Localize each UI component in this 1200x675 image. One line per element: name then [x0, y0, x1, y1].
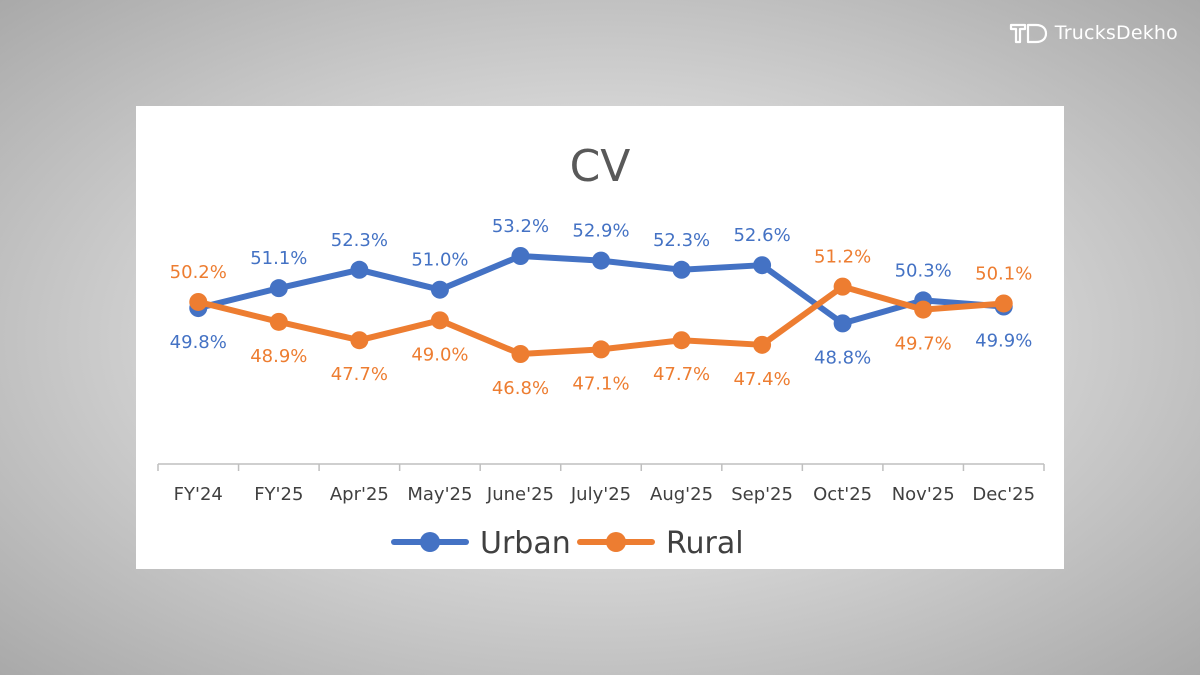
- data-label-urban: 52.9%: [572, 221, 629, 242]
- data-label-rural: 51.2%: [814, 247, 871, 268]
- data-point-urban: [430, 280, 449, 299]
- data-label-rural: 50.1%: [975, 263, 1032, 284]
- data-label-rural: 48.9%: [250, 346, 307, 367]
- data-point-rural: [672, 331, 691, 350]
- data-point-urban: [833, 314, 852, 333]
- x-tick-label: Nov'25: [892, 484, 955, 505]
- legend: Urban Rural: [391, 526, 744, 561]
- data-label-rural: 50.2%: [170, 262, 227, 283]
- data-label-urban: 48.8%: [814, 347, 871, 368]
- x-axis-ticks: [157, 464, 1045, 471]
- data-point-rural: [430, 311, 449, 330]
- x-tick-label: Apr'25: [330, 484, 389, 505]
- data-point-urban: [592, 251, 610, 270]
- legend-label: Urban: [480, 526, 571, 561]
- data-point-rural: [994, 294, 1013, 313]
- data-labels-rural: 50.2% 48.9% 47.7% 49.0% 46.8% 47.1% 47.7% 47.4%…: [170, 247, 1033, 399]
- legend-swatch-marker: [606, 532, 626, 552]
- data-label-urban: 51.0%: [411, 250, 468, 271]
- series-urban: [189, 247, 1013, 333]
- x-tick-label: May'25: [407, 484, 472, 505]
- x-tick-label: FY'25: [254, 484, 303, 505]
- x-tick-label: Dec'25: [972, 484, 1035, 505]
- data-labels-urban: 49.8% 51.1% 52.3% 51.0% 53.2% 52.9% 52.3% 52.6%…: [170, 216, 1033, 368]
- data-label-urban: 52.3%: [653, 230, 710, 251]
- data-point-urban: [672, 260, 691, 279]
- x-tick-label: June'25: [486, 484, 554, 505]
- data-label-urban: 52.6%: [733, 225, 790, 246]
- x-axis-labels: FY'24 FY'25 Apr'25 May'25 June'25 July'25 Aug'…: [174, 484, 1035, 505]
- brand-logo: TrucksDekho: [1009, 22, 1178, 44]
- data-label-urban: 53.2%: [492, 216, 549, 237]
- line-chart: CV FY'24 FY'25 Apr'25 May'25 June'25 July'25 A…: [157, 141, 1045, 561]
- brand-name: TrucksDekho: [1054, 22, 1178, 44]
- chart-title: CV: [570, 141, 631, 192]
- data-point-rural: [511, 345, 530, 363]
- data-label-urban: 51.1%: [250, 248, 307, 269]
- data-point-urban: [511, 247, 530, 265]
- data-label-rural: 46.8%: [492, 378, 549, 399]
- chart-panel: CV FY'24 FY'25 Apr'25 May'25 June'25 July'25 A…: [136, 106, 1064, 569]
- x-tick-label: July'25: [570, 484, 631, 505]
- data-label-urban: 50.3%: [895, 260, 952, 281]
- data-point-rural: [269, 312, 288, 331]
- legend-label: Rural: [666, 526, 744, 561]
- legend-item-urban: Urban: [391, 526, 571, 561]
- legend-swatch-marker: [420, 532, 440, 552]
- data-label-rural: 47.1%: [572, 373, 629, 394]
- data-point-rural: [914, 300, 933, 319]
- x-tick-label: Oct'25: [813, 484, 872, 505]
- data-point-rural: [350, 331, 369, 350]
- data-point-rural: [189, 292, 208, 311]
- data-point-urban: [269, 279, 288, 298]
- data-label-rural: 49.0%: [411, 344, 468, 365]
- series-layer: 49.8% 51.1% 52.3% 51.0% 53.2% 52.9% 52.3% 52.6%…: [170, 216, 1033, 399]
- data-label-urban: 49.8%: [170, 332, 227, 353]
- trucksdekho-logo-icon: [1009, 23, 1047, 44]
- data-label-rural: 47.7%: [331, 364, 388, 385]
- data-label-urban: 52.3%: [331, 230, 388, 251]
- data-label-rural: 47.4%: [733, 369, 790, 390]
- data-point-rural: [592, 340, 610, 359]
- x-tick-label: FY'24: [174, 484, 223, 505]
- data-point-rural: [753, 335, 772, 354]
- data-point-urban: [753, 256, 772, 275]
- data-point-urban: [350, 260, 369, 279]
- x-tick-label: Sep'25: [731, 484, 793, 505]
- data-label-urban: 49.9%: [975, 331, 1032, 352]
- x-tick-label: Aug'25: [650, 484, 713, 505]
- data-label-rural: 47.7%: [653, 364, 710, 385]
- data-label-rural: 49.7%: [895, 334, 952, 355]
- legend-item-rural: Rural: [577, 526, 744, 561]
- data-point-rural: [833, 277, 852, 296]
- series-rural: [189, 277, 1013, 363]
